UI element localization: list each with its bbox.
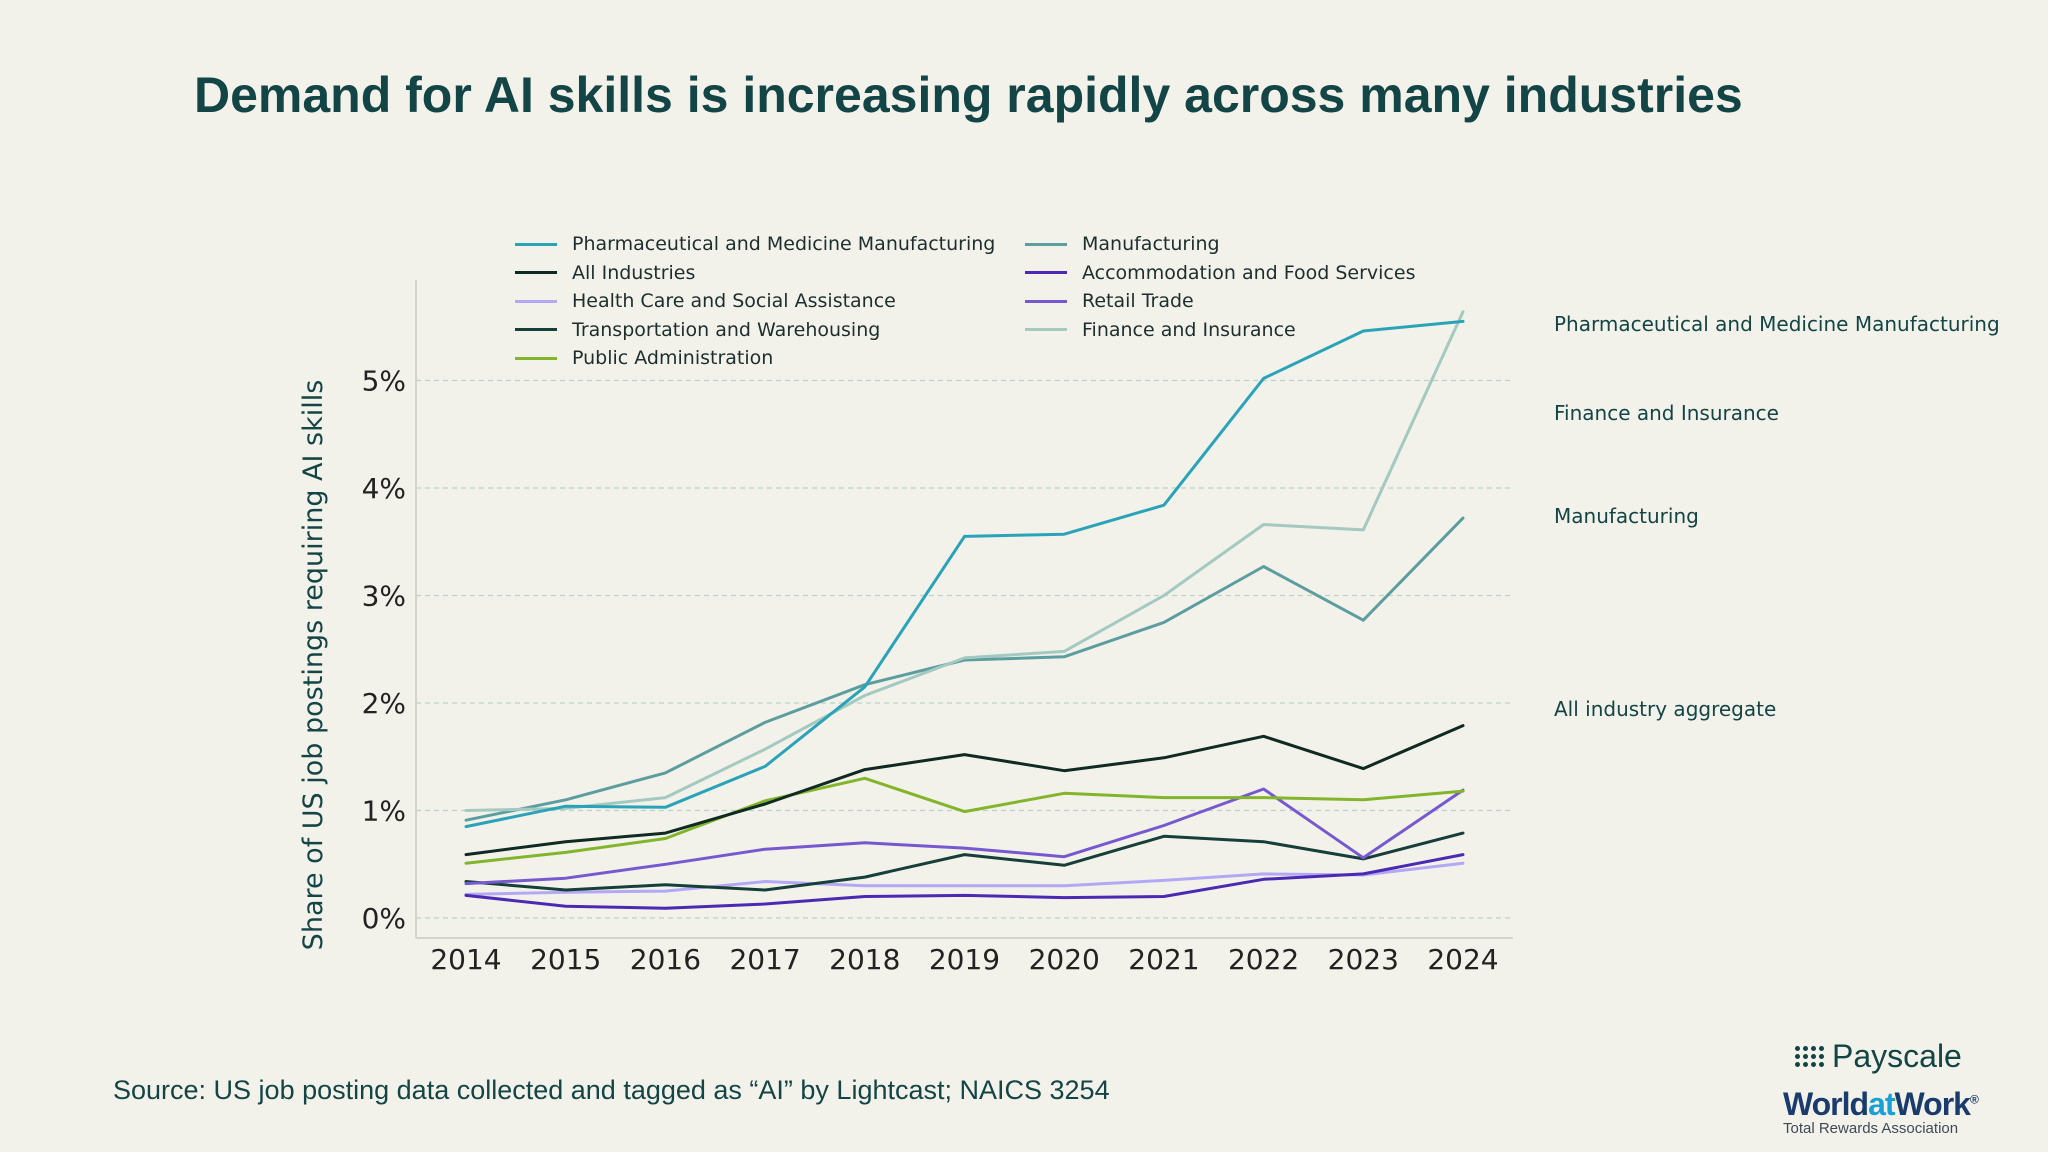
registered-mark: ®: [1969, 1092, 1979, 1107]
legend-item: Public Administration: [515, 344, 1025, 373]
worldatwork-word-1: World: [1783, 1086, 1869, 1122]
x-tick-label: 2021: [1128, 943, 1199, 976]
series-line: [464, 787, 1465, 886]
legend-swatch: [515, 242, 557, 246]
legend-label: All Industries: [572, 261, 696, 284]
axes: [415, 280, 1513, 939]
x-tick-label: 2017: [729, 943, 800, 976]
payscale-logo: Payscale: [1795, 1038, 1962, 1075]
chart-legend: Pharmaceutical and Medicine Manufacturin…: [515, 230, 1445, 373]
y-tick-label: 5%: [362, 365, 406, 398]
x-tick-labels: 2014 2015 2016 2017 2018 2019 2020 2021 2022 2023…: [430, 943, 1498, 976]
series-line: [464, 853, 1465, 910]
legend-swatch: [515, 328, 557, 332]
worldatwork-logo: WorldatWork® Total Rewards Association: [1783, 1086, 1979, 1137]
worldatwork-word-2: at: [1868, 1086, 1895, 1122]
payscale-wordmark: Payscale: [1832, 1038, 1962, 1074]
worldatwork-tagline: Total Rewards Association: [1783, 1120, 1959, 1137]
legend-item: All Industries: [515, 259, 1025, 288]
right-label-pharma: Pharmaceutical and Medicine Manufacturin…: [1554, 312, 2000, 336]
series-line: [464, 776, 1465, 865]
y-tick-label: 4%: [362, 472, 406, 505]
worldatwork-word-3: Work: [1894, 1086, 1971, 1122]
legend-label: Retail Trade: [1082, 290, 1194, 313]
legend-label: Public Administration: [572, 347, 774, 370]
legend-label: Health Care and Social Assistance: [572, 290, 896, 313]
legend-swatch: [1025, 242, 1067, 246]
legend-label: Accommodation and Food Services: [1082, 261, 1416, 284]
x-tick-label: 2014: [430, 943, 501, 976]
legend-label: Manufacturing: [1082, 233, 1220, 256]
source-note: Source: US job posting data collected an…: [113, 1075, 1110, 1105]
legend-swatch: [515, 356, 557, 360]
right-label-finance: Finance and Insurance: [1554, 401, 1779, 425]
legend-swatch: [1025, 299, 1067, 303]
y-tick-labels: 0% 1% 2% 3% 4% 5%: [362, 365, 406, 936]
legend-item: Health Care and Social Assistance: [515, 287, 1025, 316]
x-tick-label: 2015: [530, 943, 601, 976]
right-label-manufacturing: Manufacturing: [1554, 504, 1699, 528]
legend-item: Finance and Insurance: [1025, 316, 1445, 345]
legend-label: Transportation and Warehousing: [572, 318, 881, 341]
series-line: [464, 861, 1465, 896]
right-label-aggregate: All industry aggregate: [1554, 697, 1777, 721]
series-lines: [464, 310, 1465, 910]
legend-swatch: [1025, 328, 1067, 332]
legend-item: Transportation and Warehousing: [515, 316, 1025, 345]
y-tick-label: 3%: [362, 580, 406, 613]
x-tick-label: 2024: [1427, 943, 1498, 976]
legend-swatch: [515, 271, 557, 275]
y-tick-label: 1%: [362, 795, 406, 828]
series-line: [464, 724, 1465, 857]
legend-swatch: [1025, 271, 1067, 275]
gridlines: [416, 379, 1513, 919]
series-line: [464, 319, 1465, 829]
series-line: [464, 516, 1465, 822]
x-tick-label: 2019: [929, 943, 1000, 976]
x-tick-label: 2018: [829, 943, 900, 976]
legend-label: Pharmaceutical and Medicine Manufacturin…: [572, 233, 996, 256]
legend-item: Accommodation and Food Services: [1025, 259, 1445, 288]
y-tick-label: 2%: [362, 687, 406, 720]
chart-title: Demand for AI skills is increasing rapid…: [194, 67, 1743, 123]
series-line: [464, 831, 1465, 892]
legend-item: Manufacturing: [1025, 230, 1445, 259]
legend-item: Pharmaceutical and Medicine Manufacturin…: [515, 230, 1025, 259]
y-tick-label: 0%: [362, 902, 406, 935]
x-tick-label: 2022: [1228, 943, 1299, 976]
x-tick-label: 2016: [630, 943, 701, 976]
y-axis-label: Share of US job postings requiring AI sk…: [298, 380, 329, 951]
legend-label: Finance and Insurance: [1082, 318, 1296, 341]
legend-item: Retail Trade: [1025, 287, 1445, 316]
legend-swatch: [515, 299, 557, 303]
series-line: [464, 310, 1465, 812]
x-tick-label: 2023: [1328, 943, 1399, 976]
x-tick-label: 2020: [1029, 943, 1100, 976]
payscale-dots-icon: [1795, 1046, 1824, 1067]
